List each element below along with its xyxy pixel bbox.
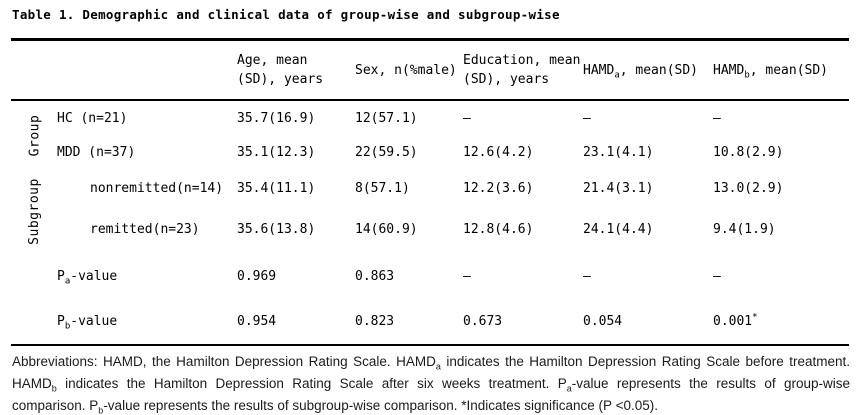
cell-pb-education: 0.673	[463, 314, 503, 329]
cell-nonremitted-hamd-a: 21.4(3.1)	[583, 181, 654, 196]
cell-mdd-age: 35.1(12.3)	[237, 145, 316, 160]
header-cell-education: Education, mean (SD), years	[463, 53, 581, 87]
header-cell-hamd-b: HAMDb, mean(SD)	[713, 62, 829, 81]
cell-hc-education: —	[463, 110, 471, 126]
header-cell-hamd-a: HAMDa, mean(SD)	[583, 62, 699, 81]
table-row-mdd: MDD (n=37) 35.1(12.3) 22(59.5) 12.6(4.2)…	[12, 135, 849, 170]
row-label-pa-value: Pa-value	[57, 268, 118, 287]
table-top-rule	[11, 38, 849, 41]
cell-pb-age: 0.954	[237, 314, 277, 329]
cell-pb-sex: 0.823	[355, 314, 395, 329]
cell-pb-hamd-b: 0.001*	[713, 312, 758, 329]
cell-hc-age: 35.7(16.9)	[237, 110, 316, 126]
cell-remitted-sex: 14(60.9)	[355, 222, 418, 237]
cell-nonremitted-education: 12.2(3.6)	[463, 181, 534, 196]
cell-nonremitted-hamd-b: 13.0(2.9)	[713, 181, 784, 196]
footnote-text: Abbreviations: HAMD, the Hamilton Depres…	[12, 354, 850, 415]
cell-mdd-hamd-b: 10.8(2.9)	[713, 145, 784, 160]
header-cell-sex: Sex, n(%male)	[355, 62, 457, 78]
table-row-pb-value: Pb-value 0.954 0.823 0.673 0.054 0.001*	[12, 300, 849, 343]
table-title: Table 1. Demographic and clinical data o…	[12, 7, 560, 22]
cell-pa-age: 0.969	[237, 268, 277, 284]
cell-mdd-education: 12.6(4.2)	[463, 145, 534, 160]
cell-pa-education: —	[463, 268, 471, 284]
cell-pa-hamd-b: —	[713, 268, 721, 284]
cell-nonremitted-sex: 8(57.1)	[355, 181, 410, 196]
table-header-row: Age, mean (SD), years Sex, n(%male) Educa…	[12, 41, 849, 99]
table-row-nonremitted: nonremitted(n=14) 35.4(11.1) 8(57.1) 12.…	[12, 170, 849, 207]
table-row-remitted: remitted(n=23) 35.6(13.8) 14(60.9) 12.8(…	[12, 207, 849, 252]
cell-pa-sex: 0.863	[355, 268, 395, 284]
header-cell-age: Age, mean (SD), years	[237, 53, 324, 87]
table-body: HC (n=21) 35.7(16.9) 12(57.1) — — — MDD …	[12, 101, 849, 343]
cell-pa-hamd-a: —	[583, 268, 591, 284]
row-label-remitted: remitted(n=23)	[90, 222, 200, 237]
row-label-mdd: MDD (n=37)	[57, 145, 136, 160]
cell-pb-hamd-a: 0.054	[583, 314, 623, 329]
cell-mdd-hamd-a: 23.1(4.1)	[583, 145, 654, 160]
cell-remitted-education: 12.8(4.6)	[463, 222, 534, 237]
table-row-hc: HC (n=21) 35.7(16.9) 12(57.1) — — —	[12, 101, 849, 135]
table-bottom-rule	[11, 344, 849, 346]
row-label-pb-value: Pb-value	[57, 314, 118, 332]
header-divider-rule	[11, 99, 849, 101]
cell-remitted-hamd-a: 24.1(4.4)	[583, 222, 654, 237]
cell-remitted-age: 35.6(13.8)	[237, 222, 316, 237]
cell-hc-sex: 12(57.1)	[355, 110, 418, 126]
table-row-pa-value: Pa-value 0.969 0.863 — — —	[12, 252, 849, 300]
cell-hc-hamd-a: —	[583, 110, 591, 126]
cell-hc-hamd-b: —	[713, 110, 721, 126]
cell-mdd-sex: 22(59.5)	[355, 145, 418, 160]
cell-remitted-hamd-b: 9.4(1.9)	[713, 222, 776, 237]
row-label-nonremitted: nonremitted(n=14)	[90, 181, 224, 196]
row-label-hc: HC (n=21)	[57, 110, 128, 126]
cell-nonremitted-age: 35.4(11.1)	[237, 181, 316, 196]
